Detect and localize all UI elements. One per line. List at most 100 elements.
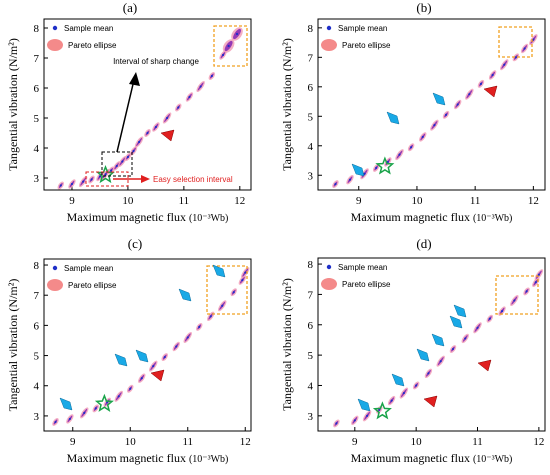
blue-pointer-marker <box>431 333 445 347</box>
x-axis-label-main: Maximum magnetic flux <box>351 210 473 224</box>
sample-mean-point <box>476 326 479 329</box>
highlight-box <box>498 26 533 58</box>
highlight-box <box>213 25 248 67</box>
sample-mean-point <box>129 387 132 390</box>
y-tick-label: 5 <box>308 111 314 123</box>
y-tick-label: 8 <box>308 259 314 271</box>
sample-mean-point <box>94 407 97 410</box>
sample-mean-point <box>523 47 526 50</box>
sample-mean-point <box>199 85 202 88</box>
sample-mean-point <box>348 178 352 181</box>
sample-mean-point <box>503 63 506 66</box>
blue-pointer-marker <box>416 348 430 362</box>
blue-pointer-marker <box>351 163 365 177</box>
easy-selection-box <box>85 171 129 187</box>
red-pointer-marker <box>423 395 438 408</box>
x-axis-label: Maximum magnetic flux (10⁻³Wb) <box>67 210 229 224</box>
x-tick-label: 9 <box>69 195 75 207</box>
y-tick-label: 7 <box>34 53 40 65</box>
sample-mean-point <box>390 399 393 402</box>
panel-a: (a) 9 10 11 12 3 4 5 6 7 8 Maximum magnetic flux (1… <box>6 0 252 224</box>
highlight-box <box>206 265 248 315</box>
optimal-star-marker <box>375 156 395 175</box>
y-tick-label: 8 <box>34 23 40 35</box>
legend-label-sample-mean: Sample mean <box>64 24 113 33</box>
sample-mean-point <box>221 53 225 57</box>
sample-mean-point <box>532 38 535 41</box>
highlight-box <box>495 275 539 315</box>
y-tick-label: 3 <box>308 170 314 182</box>
sample-mean-point <box>500 310 504 313</box>
sample-mean-point <box>104 173 107 176</box>
sample-mean-point <box>163 355 166 359</box>
sample-mean-point <box>232 291 235 294</box>
plot-frame <box>43 18 252 191</box>
sample-mean-point <box>514 56 517 59</box>
y-tick-label: 5 <box>34 351 40 363</box>
sample-mean-point <box>334 183 337 186</box>
legend-marker-pareto-ellipse <box>47 39 63 51</box>
panel-title: (b) <box>416 0 431 15</box>
panel-title: (a) <box>123 0 137 15</box>
x-tick-label: 9 <box>356 195 362 207</box>
sample-mean-point <box>154 125 157 129</box>
optimal-star-marker <box>372 401 392 420</box>
x-tick-label: 10 <box>411 195 423 207</box>
panel-d: (d) 9 10 11 12 3 4 5 6 7 8 Maximum magnetic flux (1… <box>280 236 546 465</box>
sample-mean-point <box>165 116 169 120</box>
x-tick-label: 11 <box>179 195 190 207</box>
y-tick-label: 5 <box>34 113 40 125</box>
blue-pointer-marker <box>391 373 405 387</box>
sample-mean-point <box>427 372 430 375</box>
plot-frame <box>317 18 546 191</box>
sample-mean-point <box>456 103 459 106</box>
sharp-change-arrow-head <box>129 72 140 86</box>
x-tick-label: 9 <box>352 436 358 448</box>
red-pointer-marker <box>477 359 492 372</box>
y-tick-label: 5 <box>308 350 314 362</box>
y-tick-label: 6 <box>308 320 314 332</box>
sample-mean-point <box>537 273 540 276</box>
legend-label-pareto-ellipse: Pareto ellipse <box>342 280 391 289</box>
legend-marker-sample-mean <box>326 25 332 31</box>
y-tick-label: 3 <box>34 411 40 423</box>
panel-title: (c) <box>128 236 142 251</box>
sample-mean-point <box>138 140 141 144</box>
legend-marker-sample-mean <box>52 265 58 271</box>
blue-pointer-marker <box>453 304 467 318</box>
y-tick-label: 4 <box>34 381 40 393</box>
sample-mean-point <box>210 74 213 78</box>
x-tick-label: 12 <box>533 436 544 448</box>
x-tick-label: 12 <box>234 195 245 207</box>
sharp-change-label: Interval of sharp change <box>113 57 199 66</box>
panel-b: (b) 9 10 11 12 3 4 5 6 7 8 Maximum magnetic flux (1… <box>280 0 546 224</box>
red-pointer-marker <box>483 85 498 98</box>
sample-mean-point <box>398 153 401 156</box>
x-tick-label: 10 <box>411 436 423 448</box>
sample-mean-point <box>90 178 93 181</box>
sample-mean-point <box>444 113 448 116</box>
legend-label-pareto-ellipse: Pareto ellipse <box>342 41 391 50</box>
blue-pointer-marker <box>59 397 73 411</box>
x-axis-label: Maximum magnetic flux (10⁻³Wb) <box>351 210 513 224</box>
sample-mean-point <box>421 135 424 139</box>
sample-mean-point <box>335 422 338 425</box>
sample-mean-point <box>415 384 418 387</box>
red-pointer-marker <box>150 369 165 382</box>
sample-mean-point <box>353 419 356 422</box>
sample-mean-point <box>175 345 178 348</box>
sample-mean-point <box>402 391 405 395</box>
x-tick-label: 10 <box>125 436 137 448</box>
sample-mean-point <box>186 336 189 339</box>
y-tick-label: 8 <box>308 23 314 35</box>
sample-mean-point <box>375 166 378 169</box>
optimal-star-marker <box>94 393 114 412</box>
x-tick-label: 12 <box>240 436 251 448</box>
blue-pointer-marker <box>449 315 463 329</box>
easy-selection-label: Easy selection interval <box>153 175 233 184</box>
sample-mean-point <box>198 325 201 328</box>
blue-pointer-marker <box>135 349 149 363</box>
sample-mean-point <box>209 315 212 318</box>
sample-mean-point <box>126 155 130 159</box>
